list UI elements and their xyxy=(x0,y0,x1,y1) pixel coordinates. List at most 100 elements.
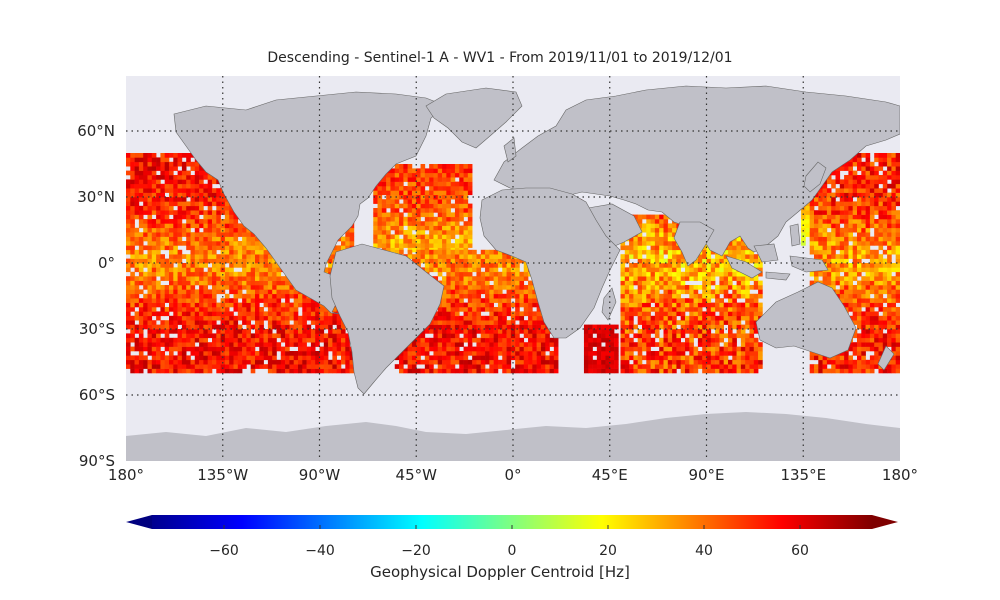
data-cell xyxy=(442,194,447,200)
data-cell xyxy=(646,333,651,339)
data-cell xyxy=(220,232,226,237)
data-cell xyxy=(446,351,451,356)
data-cell xyxy=(394,186,400,191)
data-cell xyxy=(672,333,677,339)
data-cell xyxy=(672,324,677,330)
data-cell xyxy=(467,208,473,213)
data-cell xyxy=(186,293,191,299)
data-cell xyxy=(207,205,213,211)
data-cell xyxy=(411,238,417,244)
data-cell xyxy=(676,293,681,299)
data-cell xyxy=(237,346,243,352)
data-cell xyxy=(429,212,434,218)
data-cell xyxy=(233,293,239,299)
data-cell xyxy=(693,359,699,365)
data-cell xyxy=(624,346,630,352)
data-cell xyxy=(224,293,230,299)
data-cell xyxy=(442,280,447,286)
data-cell xyxy=(433,186,439,191)
data-cell xyxy=(489,285,494,290)
data-cell xyxy=(493,307,499,312)
data-cell xyxy=(229,219,234,224)
data-cell xyxy=(259,324,264,330)
data-cell xyxy=(588,324,593,330)
data-cell xyxy=(416,221,421,226)
data-cell xyxy=(446,212,451,218)
data-cell xyxy=(446,267,451,273)
data-cell xyxy=(583,342,589,347)
data-cell xyxy=(446,289,451,295)
data-cell xyxy=(220,280,226,286)
data-cell xyxy=(151,311,157,317)
data-cell xyxy=(476,285,482,290)
data-cell xyxy=(242,359,247,365)
data-cell xyxy=(433,342,439,347)
data-cell xyxy=(255,342,260,347)
data-cell xyxy=(497,351,503,356)
data-cell xyxy=(319,315,325,321)
data-cell xyxy=(147,368,153,374)
data-cell xyxy=(250,267,256,273)
data-cell xyxy=(390,168,396,174)
data-cell xyxy=(620,307,626,312)
data-cell xyxy=(663,342,669,347)
data-cell xyxy=(255,236,260,242)
data-cell xyxy=(642,315,647,321)
data-cell xyxy=(476,320,482,325)
data-cell xyxy=(497,333,503,339)
data-cell xyxy=(433,311,439,317)
data-cell xyxy=(190,205,196,211)
data-cell xyxy=(596,368,602,374)
data-cell xyxy=(280,333,286,339)
data-cell xyxy=(143,175,148,180)
data-cell xyxy=(676,307,681,312)
data-cell xyxy=(138,166,144,171)
data-cell xyxy=(255,276,260,281)
data-cell xyxy=(169,364,174,369)
data-cell xyxy=(280,329,286,334)
data-cell xyxy=(416,168,421,174)
data-cell xyxy=(437,181,443,187)
data-cell xyxy=(429,364,434,369)
data-cell xyxy=(328,254,333,259)
data-cell xyxy=(689,320,694,325)
data-cell xyxy=(233,232,239,237)
data-cell xyxy=(169,153,174,158)
data-cell xyxy=(169,298,174,303)
data-cell xyxy=(654,241,660,246)
data-cell xyxy=(437,199,443,204)
data-cell xyxy=(349,355,355,361)
data-cell xyxy=(177,315,183,321)
data-cell xyxy=(480,351,486,356)
data-cell xyxy=(637,293,643,299)
data-cell xyxy=(203,227,208,233)
data-cell xyxy=(216,223,221,229)
data-cell xyxy=(160,188,165,193)
data-cell xyxy=(233,364,239,369)
data-cell xyxy=(186,285,191,290)
data-cell xyxy=(190,267,196,273)
data-cell xyxy=(126,179,131,185)
data-cell xyxy=(588,368,593,374)
data-cell xyxy=(437,311,443,317)
data-cell xyxy=(706,315,712,321)
data-cell xyxy=(151,241,157,246)
data-cell xyxy=(407,342,413,347)
data-cell xyxy=(497,263,503,268)
data-cell xyxy=(173,249,178,255)
data-cell xyxy=(467,302,473,308)
data-cell xyxy=(407,164,413,169)
data-cell xyxy=(689,368,694,374)
data-cell xyxy=(186,183,191,189)
data-cell xyxy=(710,249,716,255)
data-cell xyxy=(633,267,638,273)
data-cell xyxy=(212,179,217,185)
data-cell xyxy=(177,320,183,325)
data-cell xyxy=(156,161,161,167)
data-cell xyxy=(134,368,140,374)
data-cell xyxy=(446,320,451,325)
data-cell xyxy=(242,271,247,277)
data-cell xyxy=(177,170,183,176)
data-cell xyxy=(596,359,602,365)
data-cell xyxy=(373,221,378,226)
